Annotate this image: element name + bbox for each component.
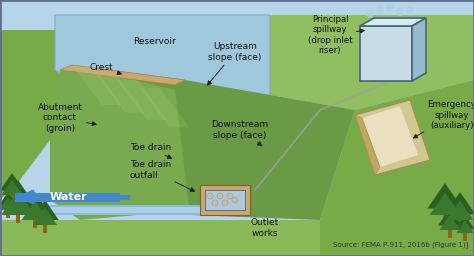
Bar <box>16 215 20 223</box>
Polygon shape <box>31 200 59 220</box>
Polygon shape <box>117 80 167 120</box>
Polygon shape <box>0 197 17 210</box>
Polygon shape <box>55 15 270 105</box>
Circle shape <box>217 193 223 199</box>
Polygon shape <box>439 215 461 230</box>
Polygon shape <box>438 208 462 226</box>
Polygon shape <box>320 80 474 256</box>
Polygon shape <box>72 65 355 220</box>
Polygon shape <box>456 220 474 233</box>
Circle shape <box>212 200 218 206</box>
Polygon shape <box>200 185 250 215</box>
Polygon shape <box>447 200 474 220</box>
Circle shape <box>232 197 238 203</box>
Polygon shape <box>0 205 200 215</box>
Bar <box>443 215 447 223</box>
Polygon shape <box>0 30 80 200</box>
Text: Outlet
works: Outlet works <box>251 218 279 238</box>
Polygon shape <box>50 70 195 220</box>
Polygon shape <box>19 192 50 215</box>
Polygon shape <box>445 192 474 215</box>
Polygon shape <box>429 193 460 215</box>
Circle shape <box>376 6 384 14</box>
Circle shape <box>406 6 414 14</box>
Bar <box>6 210 10 218</box>
Circle shape <box>227 193 233 199</box>
Text: Toe drain
outfall: Toe drain outfall <box>130 160 194 191</box>
Polygon shape <box>20 195 130 200</box>
Text: Crest: Crest <box>90 63 121 74</box>
Polygon shape <box>355 100 430 175</box>
Circle shape <box>222 200 228 206</box>
Circle shape <box>386 4 394 12</box>
Circle shape <box>366 10 374 18</box>
Polygon shape <box>21 200 48 220</box>
Text: Toe drain: Toe drain <box>130 144 172 158</box>
Text: Source: FEMA P-911, 2016b (Figure 1)]: Source: FEMA P-911, 2016b (Figure 1)] <box>333 241 468 248</box>
Polygon shape <box>60 65 185 85</box>
Polygon shape <box>0 173 24 191</box>
Bar <box>448 230 452 238</box>
Polygon shape <box>15 193 120 202</box>
Text: Downstream
slope (face): Downstream slope (face) <box>211 120 269 146</box>
Polygon shape <box>412 18 426 81</box>
Text: Principal
spillway
(drop inlet
riser): Principal spillway (drop inlet riser) <box>308 15 364 55</box>
Polygon shape <box>0 207 200 213</box>
Polygon shape <box>362 106 418 167</box>
Text: Upstream
slope (face): Upstream slope (face) <box>208 42 262 85</box>
Polygon shape <box>428 183 463 209</box>
Text: Reservoir: Reservoir <box>134 37 176 47</box>
Polygon shape <box>455 215 474 229</box>
Polygon shape <box>175 15 474 110</box>
Polygon shape <box>0 192 18 206</box>
Text: Water: Water <box>49 192 87 202</box>
Bar <box>463 233 467 241</box>
Polygon shape <box>139 88 190 127</box>
Bar <box>33 220 37 228</box>
Text: Abutment
contact
(groin): Abutment contact (groin) <box>37 103 96 133</box>
Polygon shape <box>1 180 23 195</box>
Bar <box>458 220 462 228</box>
Text: Emergency
spillway
(auxiliary): Emergency spillway (auxiliary) <box>413 100 474 138</box>
Polygon shape <box>0 180 37 208</box>
Circle shape <box>207 193 213 199</box>
FancyBboxPatch shape <box>360 26 412 81</box>
Polygon shape <box>33 208 57 225</box>
Polygon shape <box>355 115 380 175</box>
Polygon shape <box>94 72 145 112</box>
Polygon shape <box>0 220 474 256</box>
Circle shape <box>396 8 404 16</box>
Bar <box>10 195 14 203</box>
Polygon shape <box>205 190 245 210</box>
Polygon shape <box>72 65 122 105</box>
Polygon shape <box>1 190 35 215</box>
Polygon shape <box>360 18 426 26</box>
Bar <box>43 225 47 233</box>
